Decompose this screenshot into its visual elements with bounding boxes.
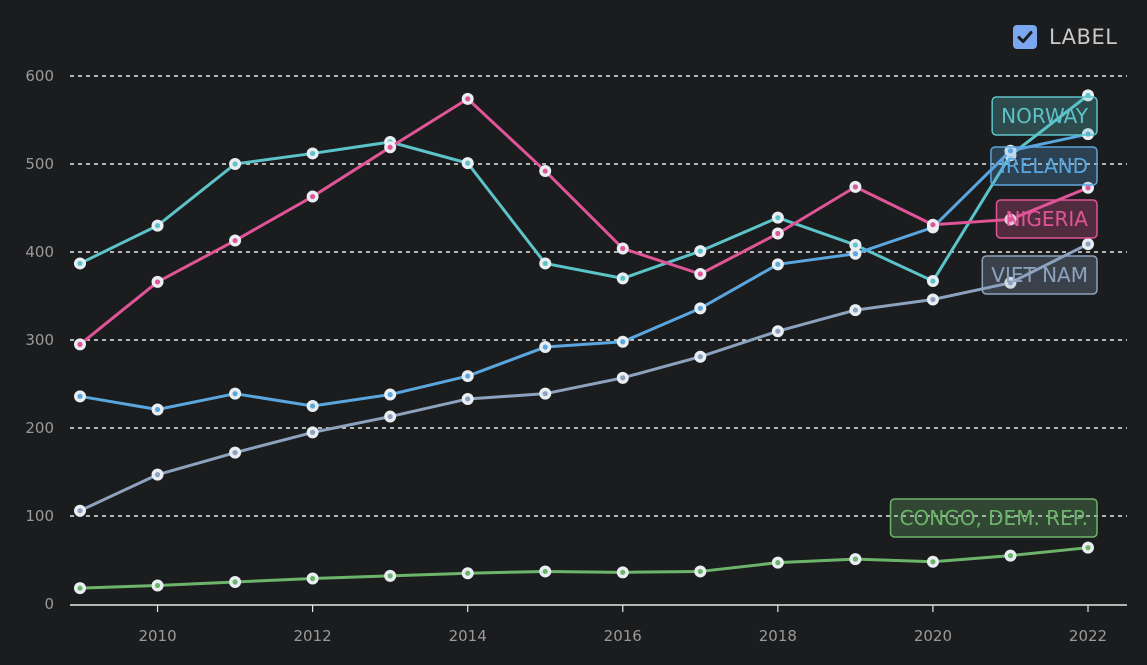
data-point-core-nigeria [775, 230, 781, 237]
series-label-box-viet-nam [981, 255, 1098, 295]
data-point-core-viet-nam [310, 429, 316, 435]
data-point-core-congo-dem-rep [1007, 553, 1014, 559]
data-point-core-congo-dem-rep [232, 579, 238, 585]
data-point-core-nigeria [1007, 216, 1014, 223]
x-tick-label: 2022 [1069, 627, 1107, 645]
series-label-box-ireland [990, 146, 1098, 186]
data-point-core-congo-dem-rep [387, 573, 393, 579]
data-point-core-ireland [775, 261, 781, 267]
data-point-core-viet-nam [697, 354, 703, 360]
series-label-ireland: IRELAND [1000, 154, 1088, 178]
data-point-core-norway [232, 161, 238, 167]
data-point-core-nigeria [1085, 185, 1091, 191]
data-point-core-ireland [310, 403, 316, 409]
y-tick-label: 600 [25, 67, 54, 85]
data-point-core-nigeria [232, 237, 238, 244]
data-point-core-norway [154, 223, 161, 229]
y-tick-label: 100 [25, 507, 54, 525]
series-line-viet-nam [79, 242, 1089, 513]
x-tick-label: 2014 [449, 627, 487, 645]
series-line-congo-dem-rep [79, 546, 1089, 590]
data-point-core-norway [775, 215, 781, 221]
data-point-core-viet-nam [77, 508, 83, 514]
series-label-norway: NORWAY [1001, 104, 1089, 128]
data-point-core-ireland [697, 305, 703, 311]
data-point-core-congo-dem-rep [542, 568, 548, 575]
y-tick-label: 300 [25, 331, 54, 349]
x-tick-label: 2016 [604, 627, 642, 645]
data-point-core-nigeria [852, 184, 858, 190]
data-point-core-congo-dem-rep [154, 582, 161, 589]
x-tick-label: 2020 [914, 627, 952, 645]
data-point-core-ireland [852, 251, 858, 257]
data-point-core-norway [697, 248, 703, 254]
data-point-core-nigeria [310, 193, 316, 200]
data-point-core-congo-dem-rep [775, 560, 781, 566]
checkmark-icon [1017, 31, 1033, 43]
data-point-core-norway [465, 160, 471, 166]
data-point-core-viet-nam [620, 375, 626, 381]
data-point-core-nigeria [930, 222, 936, 228]
data-point-core-nigeria [465, 96, 471, 102]
label-toggle[interactable]: LABEL [1013, 25, 1117, 49]
data-point-core-congo-dem-rep [310, 575, 316, 582]
data-point-core-congo-dem-rep [465, 570, 471, 576]
data-point-core-nigeria [154, 279, 161, 285]
data-point-core-ireland [620, 339, 626, 345]
series-line-norway [79, 94, 1089, 283]
series-label-box-nigeria [995, 199, 1098, 239]
data-point-core-ireland [232, 391, 238, 397]
data-point-core-norway [310, 150, 316, 157]
data-point-core-norway [77, 260, 83, 267]
label-checkbox[interactable] [1013, 25, 1037, 49]
data-point-core-ireland [154, 406, 161, 413]
y-tick-label: 0 [44, 595, 54, 613]
data-point-core-congo-dem-rep [930, 559, 936, 565]
data-point-core-viet-nam [1085, 241, 1091, 247]
data-point-core-congo-dem-rep [852, 556, 858, 562]
y-tick-label: 200 [25, 419, 54, 437]
label-toggle-text: LABEL [1049, 25, 1118, 49]
x-tick-label: 2012 [294, 627, 332, 645]
data-point-core-congo-dem-rep [1085, 545, 1091, 551]
data-point-core-viet-nam [852, 307, 858, 313]
data-point-core-ireland [542, 344, 548, 350]
series-line-ireland [79, 132, 1089, 412]
data-point-core-norway [620, 275, 626, 281]
series-label-nigeria: NIGERIA [1006, 207, 1089, 231]
data-point-core-congo-dem-rep [697, 568, 703, 575]
data-point-core-norway [852, 242, 858, 248]
y-tick-label: 500 [25, 155, 54, 173]
data-point-core-ireland [77, 393, 83, 399]
data-point-core-ireland [1007, 148, 1014, 154]
data-point-core-norway [542, 260, 548, 267]
data-point-core-viet-nam [465, 396, 471, 402]
data-point-core-nigeria [620, 245, 626, 252]
data-point-core-viet-nam [775, 328, 781, 334]
data-point-core-viet-nam [232, 450, 238, 456]
data-point-core-nigeria [77, 341, 83, 347]
series-line-nigeria [79, 97, 1089, 346]
series-label-congo-dem-rep: CONGO, DEM. REP. [900, 506, 1088, 530]
data-point-core-nigeria [697, 271, 703, 277]
data-point-core-nigeria [542, 168, 548, 174]
data-point-core-viet-nam [154, 472, 161, 478]
series-label-box-norway [991, 96, 1098, 136]
data-point-core-viet-nam [542, 391, 548, 397]
x-tick-label: 2018 [759, 627, 797, 645]
series-label-box-congo-dem-rep [889, 498, 1098, 538]
data-point-core-norway [930, 278, 936, 284]
data-point-core-congo-dem-rep [620, 569, 626, 575]
y-tick-label: 400 [25, 243, 54, 261]
data-point-core-viet-nam [1007, 280, 1014, 286]
data-point-core-viet-nam [930, 296, 936, 303]
data-point-core-congo-dem-rep [77, 585, 83, 591]
series-label-viet-nam: VIET NAM [991, 263, 1088, 287]
data-point-core-ireland [387, 391, 393, 398]
data-point-core-nigeria [387, 144, 393, 150]
data-point-core-viet-nam [387, 413, 393, 420]
data-point-core-ireland [465, 373, 471, 379]
x-tick-label: 2010 [138, 627, 176, 645]
